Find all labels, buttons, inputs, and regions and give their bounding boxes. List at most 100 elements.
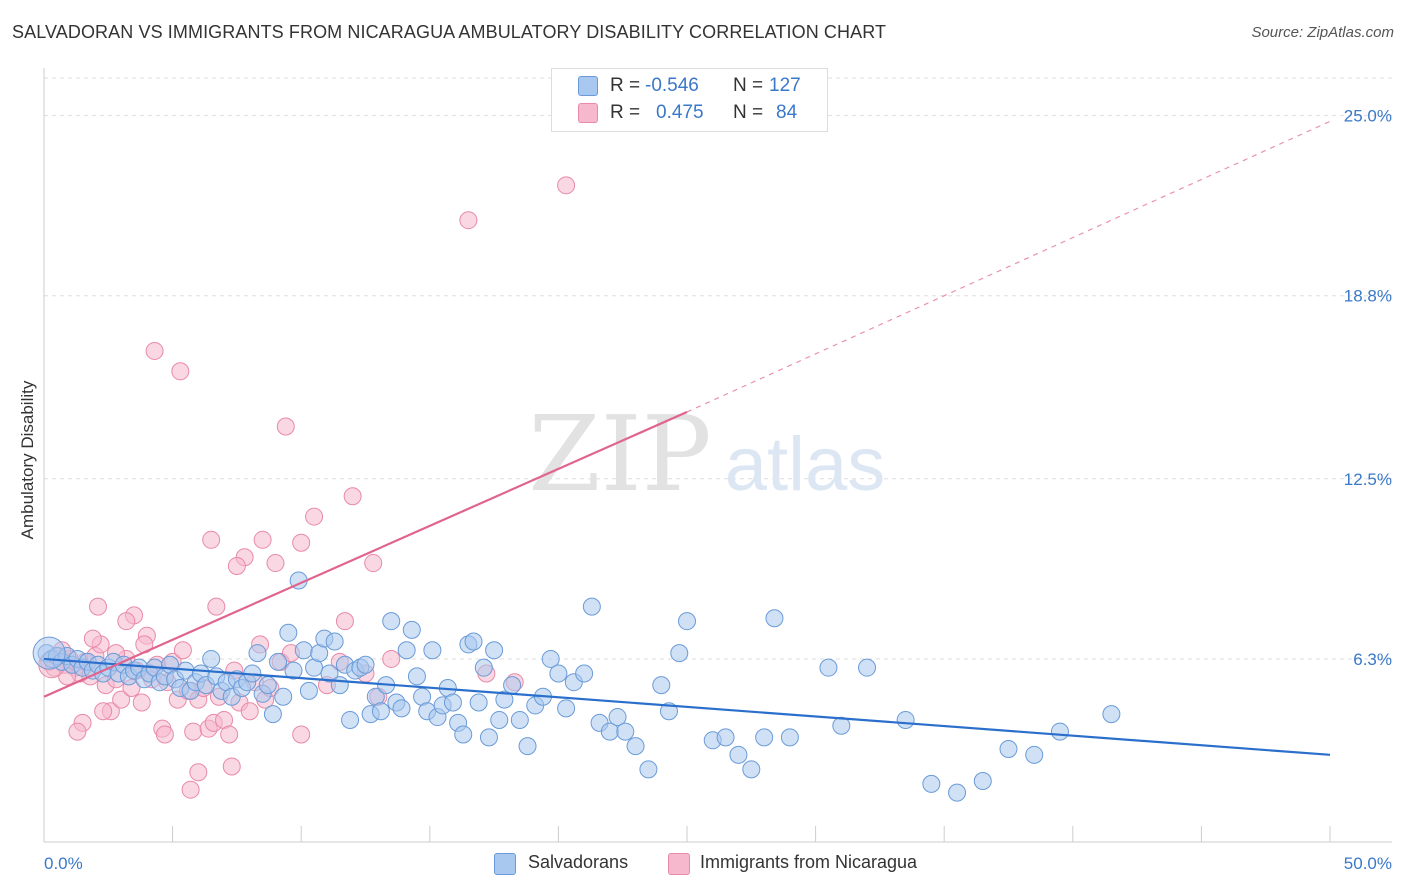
salvadoran-point	[639, 760, 658, 779]
legend-label-salvadorans: Salvadorans	[528, 852, 629, 872]
nicaragua-point	[173, 641, 192, 660]
y-tick-label: 25.0%	[1344, 107, 1392, 126]
nicaragua-trend-extension	[686, 120, 1331, 413]
nicaragua-point	[207, 597, 226, 616]
salvadoran-point	[248, 644, 267, 663]
salvadoran-point	[541, 649, 560, 668]
nicaragua-point	[227, 556, 246, 575]
salvadoran-point	[279, 623, 298, 642]
salvadoran-point	[518, 737, 537, 756]
tick-labels: 6.3% 12.5% 18.8% 25.0% 0.0% 50.0%	[44, 107, 1392, 873]
salvadoran-point	[729, 745, 748, 764]
salvadoran-point	[557, 699, 576, 718]
salvadoran-point	[320, 664, 339, 683]
salvadoran-point	[652, 676, 671, 695]
watermark-atlas: atlas	[725, 422, 886, 507]
trend-lines	[43, 120, 1331, 756]
salvadoran-point	[716, 728, 735, 747]
salvadoran-point	[258, 676, 277, 695]
salvadoran-point	[503, 676, 522, 695]
nicaragua-point	[89, 597, 108, 616]
legend-n-value: 84	[776, 102, 798, 123]
salvadoran-point	[616, 722, 635, 741]
salvadoran-point	[948, 783, 967, 802]
nicaragua-point	[68, 722, 87, 741]
salvadoran-point	[269, 652, 288, 671]
nicaragua-point	[145, 341, 164, 360]
salvadoran-point	[608, 708, 627, 727]
nicaragua-point	[83, 629, 102, 648]
nicaragua-point	[335, 612, 354, 631]
legend-swatch-pink	[668, 853, 690, 875]
legend-n-label: N =	[733, 75, 764, 96]
x-tick-label: 50.0%	[1344, 854, 1392, 873]
chart-title: SALVADORAN VS IMMIGRANTS FROM NICARAGUA …	[12, 22, 887, 42]
nicaragua-point	[222, 757, 241, 776]
salvadoran-point	[1025, 745, 1044, 764]
legend-n-label: N =	[733, 102, 764, 123]
nicaragua-point	[181, 780, 200, 799]
y-tick-label: 6.3%	[1353, 650, 1392, 669]
axes	[43, 68, 1392, 843]
salvadoran-point	[582, 597, 601, 616]
nicaragua-point	[220, 725, 239, 744]
salvadoran-point	[755, 728, 774, 747]
nicaragua-point	[276, 417, 295, 436]
legend-r-label: R =	[610, 75, 641, 96]
legend-r-value: -0.546	[645, 75, 699, 96]
nicaragua-point	[171, 362, 190, 381]
series-nicaragua-points	[38, 176, 576, 799]
watermark-zip: ZIP	[528, 393, 711, 515]
salvadoran-point	[294, 641, 313, 660]
nicaragua-point	[94, 702, 113, 721]
nicaragua-point	[132, 693, 151, 712]
nicaragua-point	[155, 725, 174, 744]
salvadoran-point	[402, 620, 421, 639]
nicaragua-point	[184, 722, 203, 741]
nicaragua-trend-line	[43, 410, 688, 698]
correlation-legend: R = -0.546 N = 127 R = 0.475 N = 84	[551, 68, 828, 132]
legend-item-salvadorans: Salvadorans	[494, 852, 654, 876]
salvadoran-point	[274, 687, 293, 706]
nicaragua-point	[240, 702, 259, 721]
salvadoran-point	[549, 664, 568, 683]
nicaragua-point	[202, 530, 221, 549]
salvadoran-point	[397, 641, 416, 660]
nicaragua-point	[292, 533, 311, 552]
salvadorans-trend-line	[43, 657, 1331, 756]
legend-r-label: R =	[610, 102, 641, 123]
salvadoran-point	[742, 760, 761, 779]
salvadoran-point	[765, 609, 784, 628]
salvadoran-point	[263, 705, 282, 724]
salvadoran-point	[858, 658, 877, 677]
salvadoran-point	[973, 771, 992, 790]
salvadoran-point	[469, 693, 488, 712]
legend-n-value: 127	[769, 75, 801, 96]
legend-swatch-blue	[494, 853, 516, 875]
grid-lines	[44, 77, 1392, 660]
salvadoran-point	[819, 658, 838, 677]
nicaragua-point	[459, 211, 478, 230]
salvadoran-point	[474, 658, 493, 677]
series-salvadorans-points	[32, 571, 1121, 802]
nicaragua-point	[292, 725, 311, 744]
salvadoran-point	[371, 702, 390, 721]
nicaragua-point	[364, 554, 383, 573]
salvadoran-point	[284, 661, 303, 680]
legend-swatch-blue	[578, 76, 598, 96]
salvadoran-point	[490, 710, 509, 729]
salvadoran-point	[330, 676, 349, 695]
salvadoran-point	[464, 632, 483, 651]
legend-r-value: 0.475	[656, 102, 704, 123]
nicaragua-point	[343, 487, 362, 506]
salvadoran-point	[407, 667, 426, 686]
salvadoran-point	[325, 632, 344, 651]
salvadoran-point	[479, 728, 498, 747]
nicaragua-point	[253, 530, 272, 549]
salvadoran-point	[896, 710, 915, 729]
nicaragua-point	[112, 690, 131, 709]
salvadoran-point	[575, 664, 594, 683]
salvadoran-point	[495, 690, 514, 709]
watermark: ZIP atlas	[528, 393, 885, 515]
